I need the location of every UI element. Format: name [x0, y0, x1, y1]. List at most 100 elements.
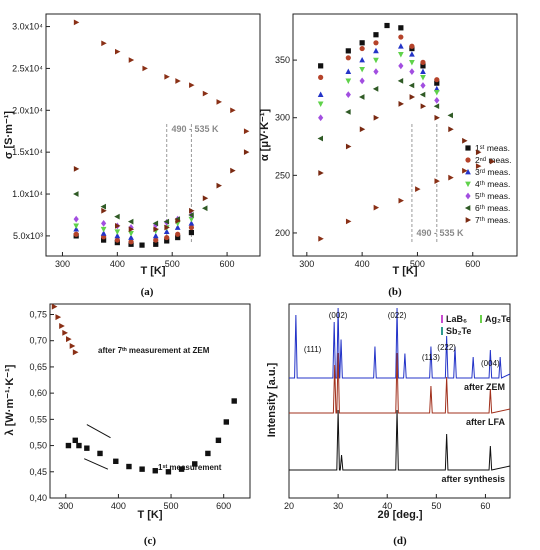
panel-b-point — [359, 77, 365, 85]
panel-b-xtick-label: 300 — [299, 259, 314, 269]
panel-b-point — [433, 85, 440, 92]
panel-d-xlabel: 2θ [deg.] — [377, 509, 422, 521]
panel-a-point — [175, 217, 181, 224]
panel-a-xlabel: T [K] — [140, 265, 165, 277]
panel-b-point — [397, 77, 404, 84]
panel-b-point — [489, 158, 496, 165]
panel-d-legend-marker — [441, 315, 443, 323]
panel-d-pattern-line — [289, 409, 511, 471]
panel-c-point — [65, 442, 72, 449]
panel-b-point — [345, 143, 352, 150]
panel-d-xtick-label: 60 — [480, 501, 490, 511]
panel-b-legend: 1ˢᵗ meas. 2ⁿᵈ meas. 3ʳᵈ meas. 4ᵗʰ meas. 5ᵗʰ … — [464, 143, 512, 225]
panel-a-point — [164, 224, 170, 231]
panel-b-ytick-label: 300 — [275, 113, 290, 123]
panel-c-point — [59, 323, 65, 329]
panel-c-xtick-label: 600 — [216, 501, 231, 511]
panel-b-ytick-label: 200 — [275, 228, 290, 238]
panel-d-peak-label: (113) — [422, 353, 440, 362]
panel-b-point — [345, 91, 351, 99]
panel-a-point — [230, 167, 236, 174]
panel-c-ytick-label: 0,65 — [29, 362, 47, 372]
panel-a-point — [128, 239, 134, 245]
panel-d-legend-label: Sb₂Te — [446, 326, 471, 336]
panel-d-xtick-label: 40 — [382, 501, 392, 511]
panel-b-point — [415, 186, 421, 193]
panel-c-point — [97, 450, 103, 457]
panel-b-point — [373, 204, 380, 211]
caption-d: (d) — [393, 535, 407, 547]
panel-a-frame — [45, 13, 261, 257]
panel-a-ytick-label: 5.0x10³ — [13, 231, 43, 241]
panel-b: T [K] α [μV·K⁻¹] 490 - 535 K 1ˢᵗ meas. 2ⁿ… — [259, 13, 518, 298]
panel-c-xtick-label: 400 — [111, 501, 126, 511]
panel-c-point — [178, 466, 185, 472]
panel-c-ytick-label: 0,40 — [29, 493, 47, 503]
panel-a-point — [128, 231, 134, 237]
panel-d: 2θ [deg.] Intensity [a.u.] (d) 20 30 40 50 6… — [266, 303, 511, 547]
panel-c-point — [231, 398, 237, 404]
panel-a-point — [175, 231, 181, 237]
panel-b-point — [409, 51, 415, 57]
panel-b-legend-marker — [465, 157, 471, 163]
panel-b-point — [373, 68, 379, 75]
panel-b-legend-marker — [464, 205, 471, 211]
panel-a-point — [174, 224, 181, 230]
panel-b-point — [318, 63, 324, 69]
panel-b-point — [317, 135, 323, 142]
panel-c-ytick-label: 0,50 — [29, 441, 47, 451]
panel-a-point — [114, 222, 121, 229]
panel-a-point — [202, 195, 209, 202]
panel-a-point — [188, 216, 195, 223]
panel-a-point — [188, 212, 194, 218]
panel-a-point — [100, 226, 107, 233]
panel-d-pattern-line — [289, 307, 511, 379]
panel-a-point — [175, 234, 181, 241]
panel-a-point — [243, 128, 250, 135]
panel-a-ytick-label: 2.0x10⁴ — [12, 105, 43, 115]
panel-a-point — [100, 203, 106, 210]
panel-d-pattern-line — [289, 352, 511, 414]
panel-b-point — [448, 174, 454, 181]
panel-b-point — [318, 235, 324, 242]
panel-c-point — [84, 445, 90, 451]
panel-d-xtick-label: 20 — [284, 501, 294, 511]
panel-b-point — [345, 109, 351, 115]
panel-b-point — [434, 114, 440, 121]
panel-c-point — [72, 437, 78, 444]
panel-b-legend-marker — [465, 168, 471, 175]
panel-b-point — [420, 82, 426, 89]
panel-a-point — [164, 73, 170, 80]
panel-a-point — [128, 234, 134, 240]
panel-a-point — [73, 215, 79, 223]
caption-a: (a) — [141, 286, 154, 298]
panel-b-point — [373, 47, 379, 54]
panel-b-point — [317, 101, 324, 108]
panel-b-point — [373, 32, 379, 38]
panel-c-point — [215, 437, 222, 444]
panel-b-legend-label: 3ʳᵈ meas. — [475, 167, 510, 177]
panel-b-point — [345, 55, 351, 61]
panel-b-point — [373, 114, 380, 121]
panel-b-legend-marker — [465, 192, 471, 200]
panel-c-point — [62, 329, 68, 336]
panel-b-point — [359, 40, 365, 46]
panel-b-point — [345, 68, 352, 74]
panel-a-point — [164, 238, 170, 244]
caption-c: (c) — [144, 535, 157, 547]
panel-c-point — [55, 314, 62, 321]
panel-b-point — [398, 62, 404, 70]
panel-b-legend-marker — [465, 181, 471, 188]
panel-b-legend-label: 6ᵗʰ meas. — [475, 203, 510, 213]
panel-a-point — [101, 219, 107, 227]
panel-b-point — [318, 114, 324, 122]
panel-a-point — [163, 228, 170, 235]
panel-a-point — [128, 226, 135, 233]
panel-a-point — [142, 65, 148, 72]
panel-a-ytick-label: 1.0x10⁴ — [12, 189, 43, 199]
panel-b-point — [317, 91, 324, 98]
panel-a-point — [189, 207, 195, 214]
panel-a-point — [139, 242, 145, 248]
panel-d-legend-marker — [441, 327, 443, 335]
panel-b-point — [408, 82, 415, 89]
